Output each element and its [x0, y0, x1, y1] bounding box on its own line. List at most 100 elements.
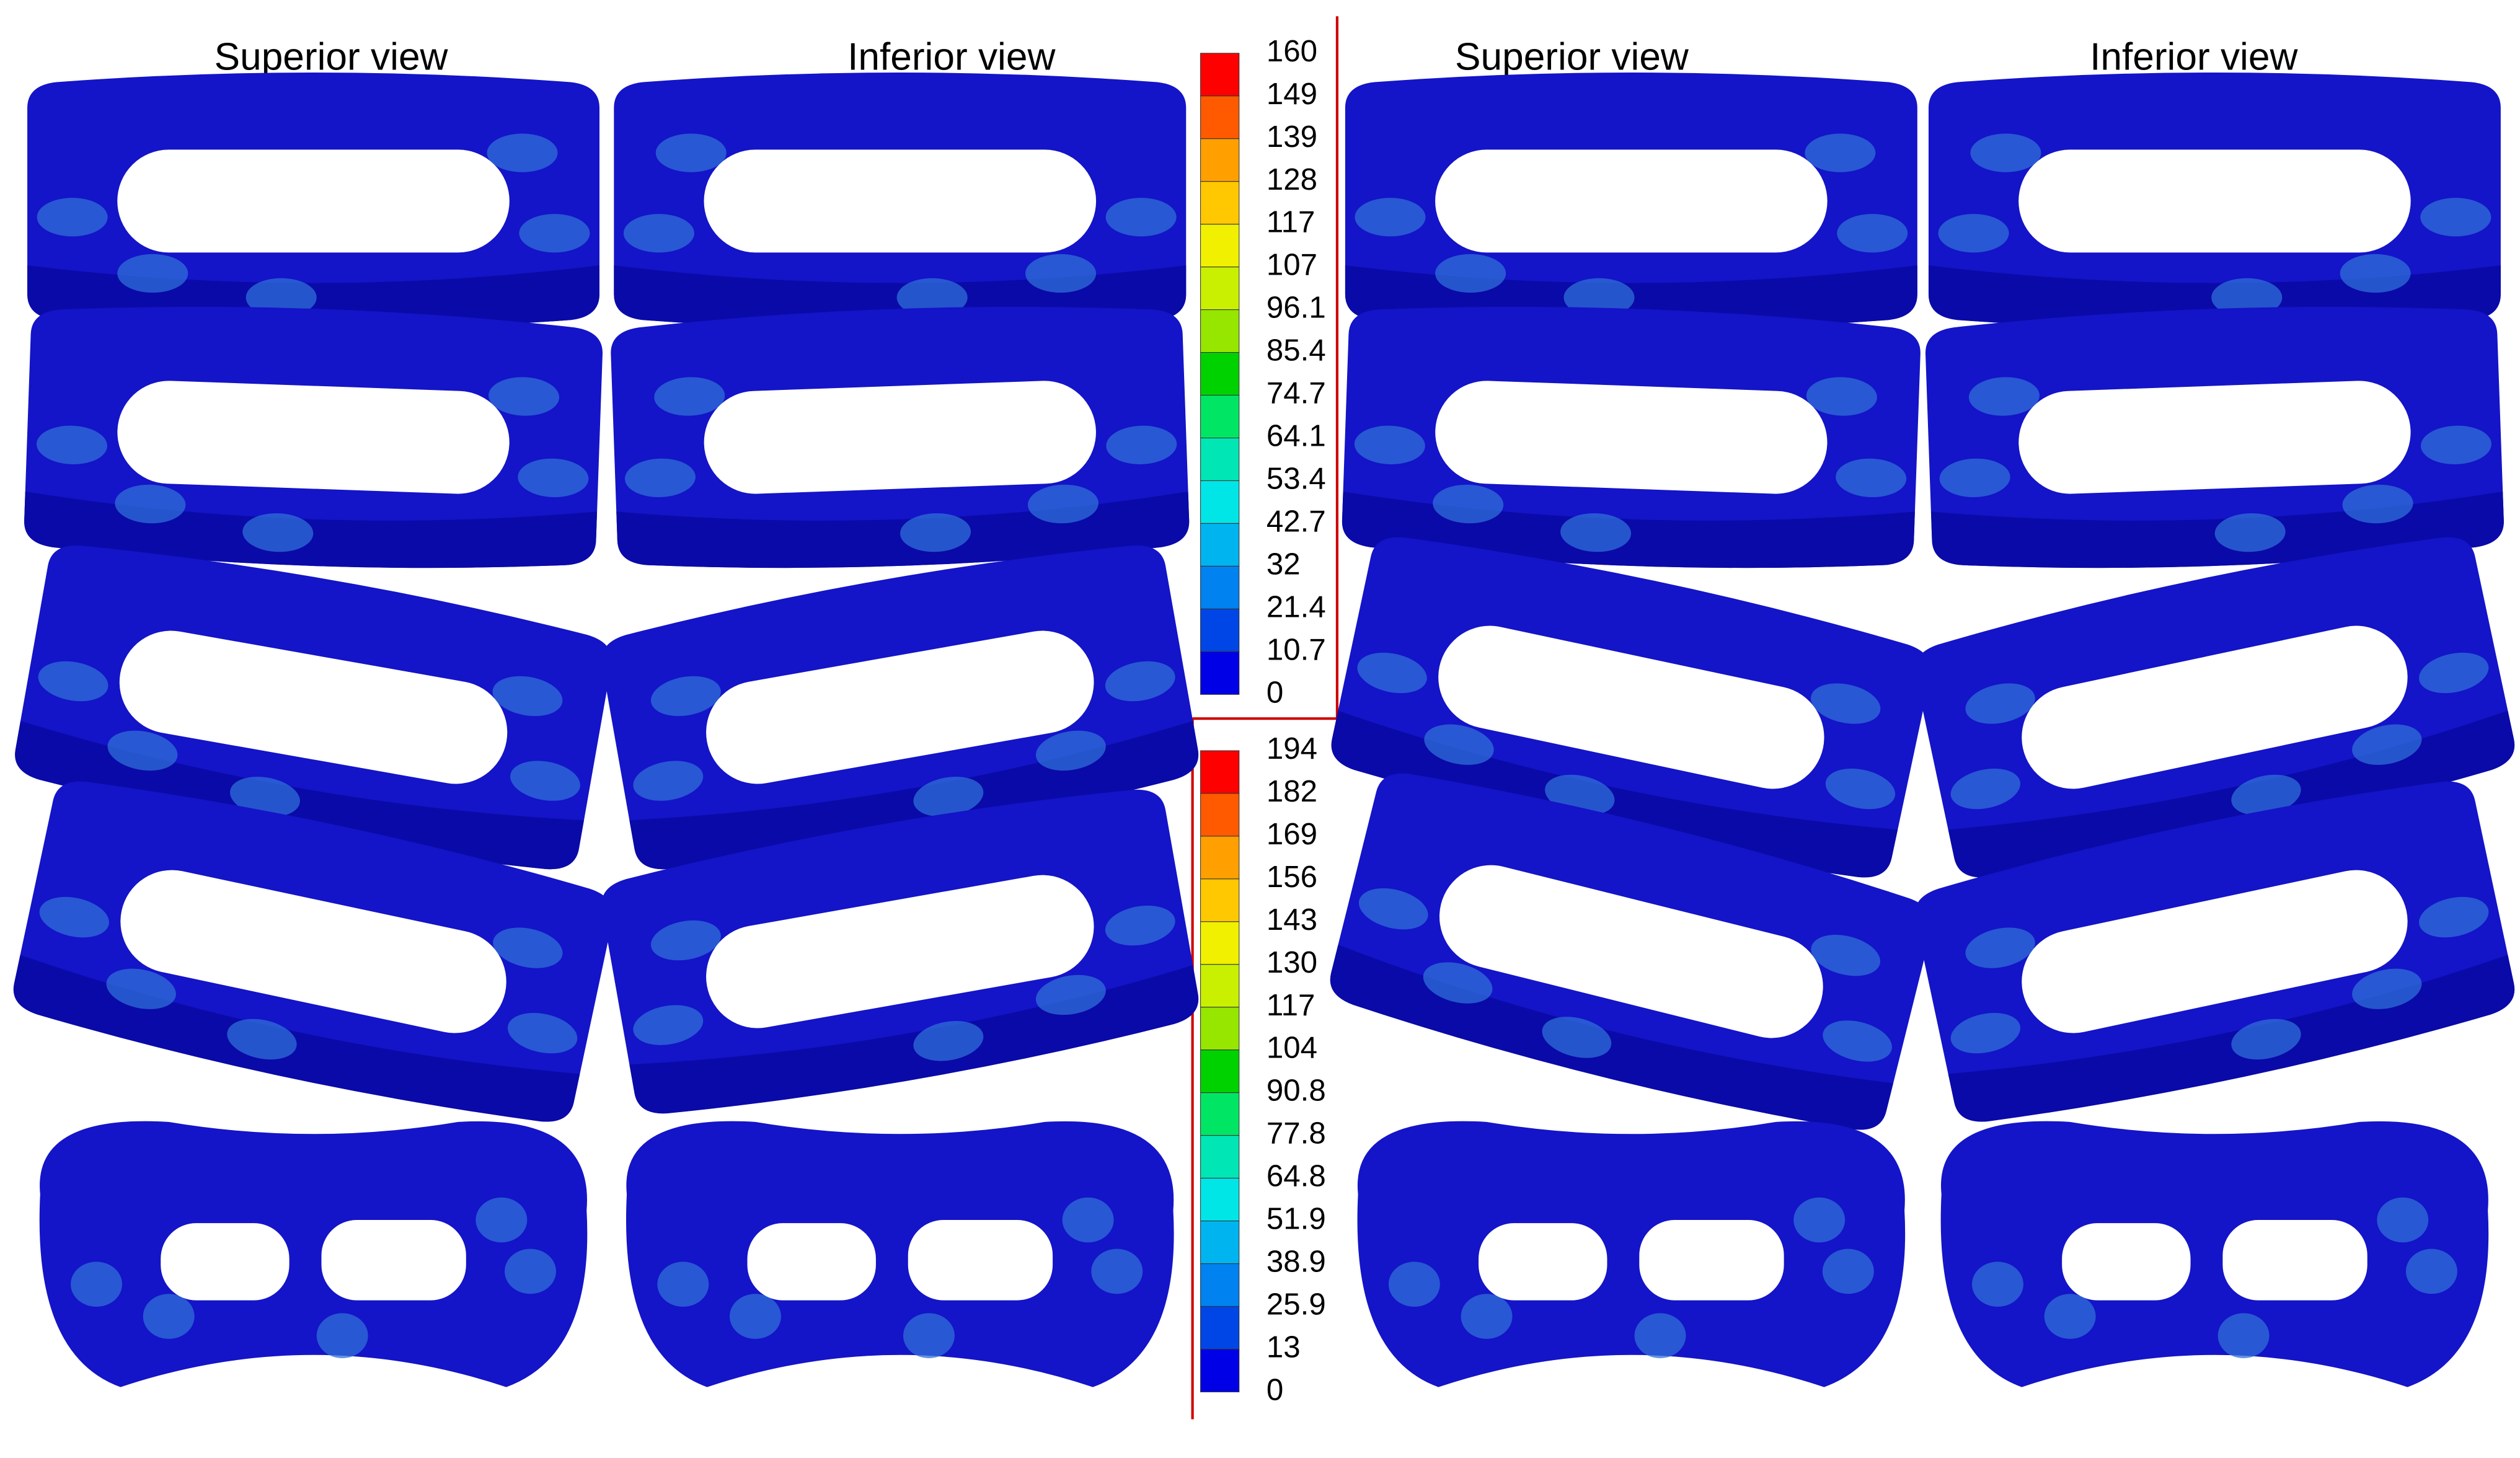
implant-view [1345, 72, 1917, 330]
implant-hole [1439, 865, 1823, 1038]
colorbar-segment [1200, 565, 1240, 609]
implant-edge [629, 965, 1199, 1114]
stress-spot [1424, 724, 1494, 765]
stress-spot [1355, 198, 1426, 237]
colorbar-label: 160 [1267, 34, 1317, 68]
stress-spot [1035, 730, 1106, 771]
colorbar-segment [1200, 309, 1240, 353]
stress-spot [2352, 724, 2422, 765]
colorbar-segment [1200, 1092, 1240, 1136]
view-header: Inferior view [847, 36, 1056, 79]
colorbar-label: 51.9 [1267, 1202, 1326, 1236]
stress-spot [1805, 133, 1876, 172]
colorbar-label: 25.9 [1267, 1287, 1326, 1321]
colorbar-label: 96.1 [1267, 291, 1326, 325]
stress-spot [1388, 1261, 1440, 1307]
colorbar-segment [1200, 608, 1240, 652]
stress-spot [729, 1294, 781, 1339]
colorbar-segment [1200, 53, 1240, 97]
stress-spot [900, 513, 971, 552]
stress-spot [507, 1012, 578, 1054]
colorbar-label: 104 [1267, 1031, 1317, 1065]
implant-hole [117, 381, 510, 494]
stress-spot [107, 730, 178, 771]
colorbar-segment [1200, 1221, 1240, 1265]
colorbar-label: 10.7 [1267, 632, 1326, 666]
stress-spot [37, 198, 108, 237]
view-header: Superior view [1455, 36, 1689, 79]
stress-spot [1105, 905, 1175, 946]
stress-spot [245, 278, 317, 317]
stress-spot [36, 425, 108, 464]
implant-edge [1331, 710, 1898, 878]
stress-spot [71, 1261, 123, 1307]
stress-spot [106, 968, 176, 1009]
implant-hole [706, 630, 1094, 784]
implant-hole [1438, 625, 1824, 789]
implant-body [39, 1121, 588, 1387]
stress-spot [1461, 1294, 1513, 1339]
stress-spot [1357, 652, 1427, 694]
colorbar-segment [1200, 267, 1240, 311]
stress-spot [510, 761, 580, 801]
stress-spot [1433, 484, 1504, 524]
implant-hole [2062, 1223, 2191, 1301]
colorbar-segment [1200, 750, 1240, 794]
stress-spot [1968, 377, 2040, 416]
implant-hole [2018, 149, 2411, 253]
implant-body [1357, 1121, 1906, 1387]
stress-spot [475, 1197, 528, 1243]
implant-hole [1639, 1220, 1784, 1301]
implant-hole [1435, 381, 1828, 494]
colorbar-segment [1200, 1263, 1240, 1307]
colorbar-label: 0 [1267, 1372, 1283, 1407]
implant-hole [1435, 149, 1828, 253]
implant-view [1928, 72, 2501, 330]
implant-view [27, 72, 599, 330]
stress-spot [1938, 214, 2009, 253]
colorbar-segment [1200, 1178, 1240, 1222]
stress-spot [2044, 1294, 2096, 1339]
colorbar-label: 156 [1267, 860, 1317, 894]
colorbar-label: 64.8 [1267, 1159, 1326, 1193]
colorbar-segment [1200, 1306, 1240, 1350]
stress-spot [913, 1021, 984, 1061]
stress-spot [1793, 1197, 1846, 1243]
colorbar-label: 169 [1267, 817, 1317, 851]
stress-spot [1811, 683, 1881, 724]
stress-spot [493, 927, 563, 968]
colorbar-segment [1200, 793, 1240, 837]
stress-spot [633, 1005, 704, 1045]
stress-spot [1105, 198, 1177, 237]
stress-spot [1837, 214, 1908, 253]
implant-view [601, 789, 1199, 1114]
implant-view [1342, 306, 1921, 568]
colorbar-segment [1200, 181, 1240, 225]
stress-spot [1027, 484, 1099, 524]
stress-spot [1811, 934, 1881, 976]
colorbar-segment [1200, 1348, 1240, 1392]
stress-spot [1806, 377, 1877, 416]
colorbar-label: 21.4 [1267, 590, 1326, 624]
view-header: Inferior view [2090, 36, 2298, 79]
implant-hole [117, 149, 510, 253]
stress-spot [1560, 513, 1632, 552]
colorbar-label: 182 [1267, 774, 1317, 808]
implant-hole [161, 1223, 290, 1301]
stress-spot [1542, 1017, 1612, 1058]
stress-spot [117, 254, 188, 293]
stress-spot [1939, 458, 2010, 498]
stress-spot [650, 920, 721, 961]
implant-hole [120, 870, 506, 1033]
implant-edge [13, 955, 580, 1122]
colorbar-label: 85.4 [1267, 334, 1326, 368]
stress-spot [2419, 652, 2489, 694]
implant-edge [15, 720, 584, 870]
colorbar-label: 149 [1267, 77, 1317, 111]
colorbar-label: 117 [1267, 988, 1315, 1022]
colorbar-segment [1200, 1049, 1240, 1094]
colorbar-segment [1200, 1007, 1240, 1051]
colorbar-label: 42.7 [1267, 504, 1326, 538]
implant-hole [2018, 381, 2411, 494]
stress-spot [1950, 1012, 2020, 1054]
